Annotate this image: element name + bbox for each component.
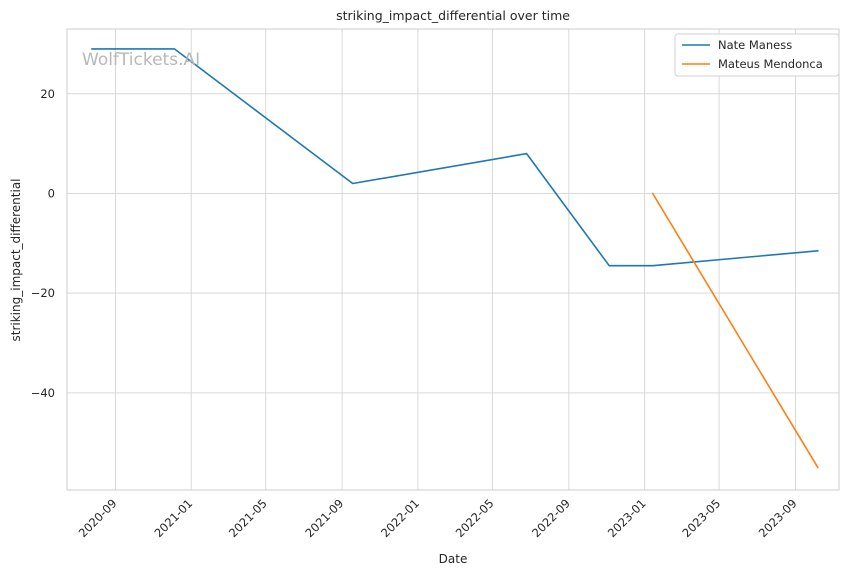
y-tick-label: 0: [48, 186, 55, 200]
legend: Nate Maness Mateus Mendonca: [674, 33, 840, 77]
y-tick-label: 20: [40, 87, 55, 101]
y-tick-label: −20: [31, 286, 55, 300]
plot-frame: [66, 28, 840, 491]
y-tick-labels: 20 0 −20 −40: [31, 87, 55, 400]
x-axis-title: Date: [439, 552, 468, 566]
y-tick-label: −40: [31, 386, 55, 400]
chart-title: striking_impact_differential over time: [336, 8, 570, 23]
series-line-mateus-mendonca: [651, 192, 819, 469]
legend-box: [674, 33, 840, 77]
series-layer: [91, 48, 819, 469]
legend-label-mateus-mendonca: Mateus Mendonca: [718, 57, 823, 71]
grid: [67, 29, 839, 490]
watermark: WolfTickets.AI: [82, 50, 200, 70]
y-axis-title: striking_impact_differential: [9, 178, 23, 341]
legend-label-nate-maness: Nate Maness: [718, 38, 792, 52]
